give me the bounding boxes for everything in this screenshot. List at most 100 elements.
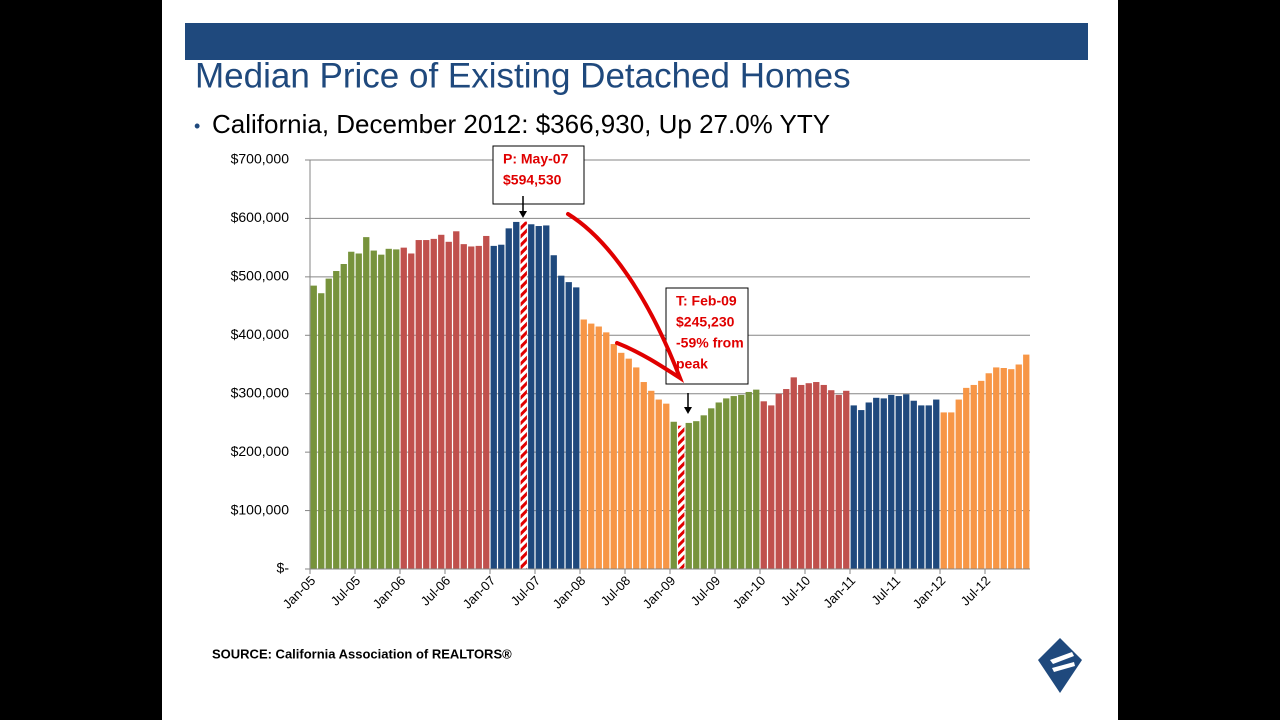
bar — [610, 344, 617, 569]
bar — [843, 390, 850, 569]
bar — [1023, 354, 1030, 569]
bar — [693, 421, 700, 569]
arrow-head — [684, 407, 692, 414]
bar — [1008, 369, 1015, 569]
bar — [858, 410, 865, 569]
bar — [715, 402, 722, 569]
bar — [588, 323, 595, 569]
bar — [903, 394, 910, 569]
bar — [490, 245, 497, 569]
chart: $- $100,000 $200,000 $300,000 $400,000 $500,0… — [231, 151, 1030, 612]
bar — [370, 250, 377, 570]
annotation-text: peak — [676, 356, 708, 372]
bar — [318, 293, 325, 569]
trend-arrow — [566, 212, 685, 384]
y-tick-label: $- — [277, 560, 290, 576]
bar — [730, 396, 737, 569]
bar — [925, 405, 932, 569]
y-tick-label: $700,000 — [231, 151, 290, 167]
bar — [385, 248, 392, 569]
bar — [948, 412, 955, 569]
y-tick-label: $500,000 — [231, 268, 290, 284]
bar — [940, 412, 947, 569]
bar — [603, 332, 610, 569]
annotation-text: $594,530 — [503, 172, 562, 188]
bar — [760, 401, 767, 569]
bar — [543, 225, 550, 569]
logo-diamond — [1038, 638, 1082, 693]
bar — [970, 384, 977, 569]
bar — [400, 247, 407, 569]
bar — [355, 253, 362, 569]
bar — [820, 384, 827, 569]
bar — [393, 249, 400, 569]
bar — [625, 358, 632, 569]
bar — [873, 397, 880, 569]
subtitle: California, December 2012: $366,930, Up … — [212, 109, 830, 139]
bar — [805, 383, 812, 569]
bar — [438, 234, 445, 569]
annotation-text: T: Feb-09 — [676, 293, 737, 309]
bar — [678, 425, 685, 569]
bullet: • — [194, 116, 200, 136]
annotation-box — [665, 287, 749, 385]
bar — [670, 421, 677, 569]
bar — [333, 271, 340, 569]
bar — [505, 228, 512, 569]
bar — [775, 393, 782, 569]
bar — [708, 408, 715, 569]
bar — [513, 221, 520, 570]
bar — [850, 405, 857, 569]
arrow-head — [519, 211, 527, 218]
bar — [408, 253, 415, 569]
y-tick-label: $100,000 — [231, 501, 290, 517]
bar — [475, 245, 482, 569]
bar — [783, 389, 790, 569]
bar — [310, 285, 317, 569]
bar — [378, 254, 385, 569]
bar — [813, 382, 820, 569]
y-tick-label: $400,000 — [231, 326, 290, 342]
annotation-box — [492, 145, 585, 205]
bar — [985, 373, 992, 569]
bar — [565, 282, 572, 569]
bar — [483, 235, 490, 569]
header-bar — [185, 23, 1088, 60]
bar — [498, 244, 505, 569]
annotation-peak — [492, 145, 585, 218]
bar — [753, 389, 760, 569]
bar — [663, 403, 670, 569]
bar — [445, 241, 452, 570]
bar — [835, 394, 842, 569]
logo — [1038, 638, 1082, 693]
y-tick-label: $600,000 — [231, 209, 290, 225]
bar — [685, 422, 692, 569]
bar — [963, 387, 970, 569]
bar — [415, 240, 422, 569]
bar — [993, 367, 1000, 569]
slide-title: Median Price of Existing Detached Homes — [195, 56, 851, 95]
bar — [880, 398, 887, 569]
bar — [648, 390, 655, 569]
logo-lines — [1050, 652, 1075, 672]
bar — [1015, 364, 1022, 569]
bar — [453, 231, 460, 570]
bar — [535, 226, 542, 569]
bar — [340, 264, 347, 569]
annotation-trough — [665, 287, 749, 414]
y-tick-label: $300,000 — [231, 384, 290, 400]
bar — [978, 380, 985, 569]
bar — [460, 244, 467, 569]
bar — [618, 352, 625, 569]
bar — [828, 390, 835, 569]
bar — [595, 326, 602, 569]
bar — [910, 400, 917, 569]
bar — [520, 221, 527, 569]
source: SOURCE: California Association of REALTO… — [212, 646, 512, 661]
bar — [865, 402, 872, 569]
bar — [640, 382, 647, 569]
y-tick-label: $200,000 — [231, 443, 290, 459]
bar — [363, 237, 370, 569]
annotation-text: $245,230 — [676, 314, 735, 330]
